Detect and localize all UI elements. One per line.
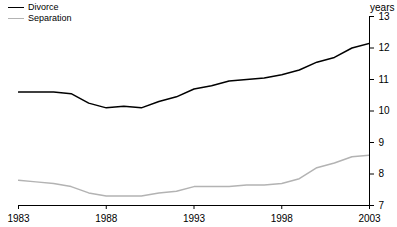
svg-text:10: 10 [379,105,391,116]
svg-text:8: 8 [379,168,385,179]
svg-text:2003: 2003 [358,213,381,224]
svg-text:1993: 1993 [183,213,206,224]
html-text:Divorce: Divorce [28,2,59,12]
svg-text:13: 13 [378,10,390,22]
svg-text:years: years [370,2,394,13]
svg-text:12: 12 [379,42,391,53]
svg-text:1998: 1998 [271,213,294,224]
svg-text:7: 7 [379,200,385,211]
svg-text:1988: 1988 [95,213,118,224]
svg-text:1983: 1983 [7,213,30,224]
html-text:Separation: Separation [28,13,72,23]
svg-text:11: 11 [379,74,390,85]
svg-text:9: 9 [379,137,385,148]
